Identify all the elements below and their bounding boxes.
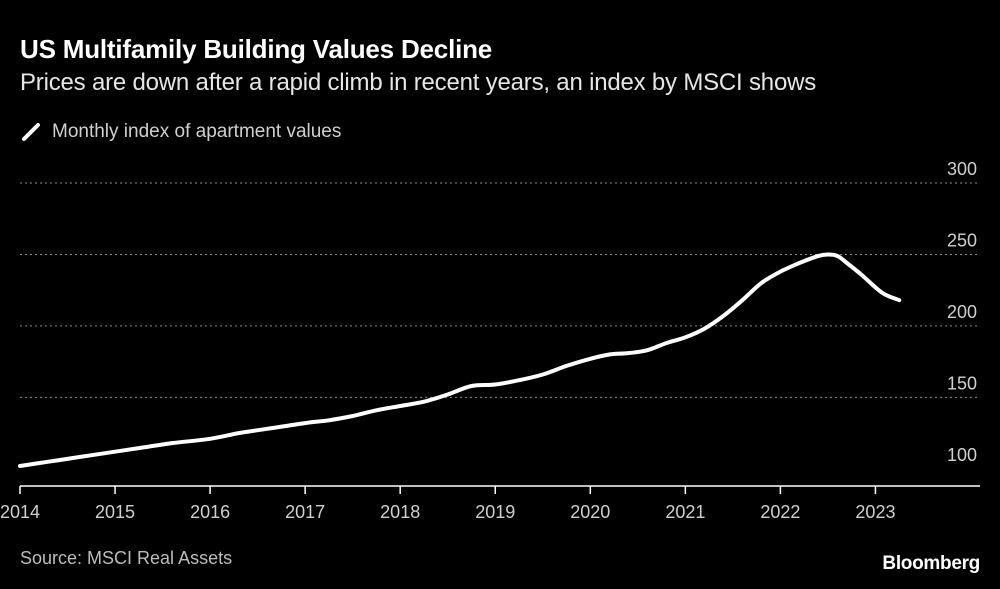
x-tick-label-2020: 2020: [570, 502, 610, 522]
source-note: Source: MSCI Real Assets: [20, 548, 233, 568]
y-tick-label-300: 300: [947, 159, 977, 179]
chart-subtitle: Prices are down after a rapid climb in r…: [20, 69, 817, 96]
legend: Monthly index of apartment values: [20, 121, 341, 143]
series-line-0: [18, 252, 902, 468]
legend-label: Monthly index of apartment values: [52, 121, 342, 142]
x-tick-label-2023: 2023: [855, 502, 895, 522]
x-tick-label-2018: 2018: [380, 502, 420, 522]
diagonal-line-icon: [22, 123, 40, 141]
x-tick-label-2015: 2015: [95, 502, 135, 522]
y-tick-label-250: 250: [947, 230, 977, 250]
x-tick-label-2019: 2019: [475, 502, 515, 522]
x-tick-label-2021: 2021: [665, 502, 705, 522]
x-tick-label-2016: 2016: [190, 502, 230, 522]
y-tick-label-200: 200: [947, 302, 977, 322]
x-tick-label-2022: 2022: [760, 502, 800, 522]
x-tick-label-2017: 2017: [285, 502, 325, 522]
x-tick-label-2014: 2014: [0, 502, 40, 522]
bloomberg-logo: Bloomberg: [882, 553, 980, 574]
y-tick-label-150: 150: [947, 373, 977, 393]
chart-title: US Multifamily Building Values Decline: [20, 34, 493, 64]
y-tick-label-100: 100: [947, 445, 977, 465]
